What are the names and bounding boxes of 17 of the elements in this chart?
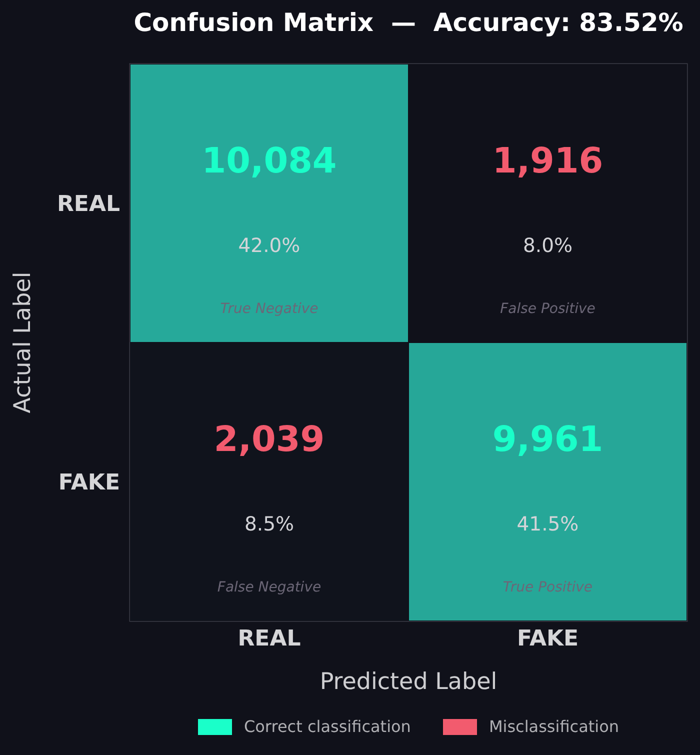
data-label: 1,916 — [492, 141, 604, 182]
annotation: True Negative — [220, 301, 318, 318]
data-label: 9,961 — [492, 420, 604, 460]
annotation: False Negative — [217, 580, 322, 596]
data-label: 10,084 — [202, 141, 337, 182]
y-axis-title: Actual Label — [10, 272, 36, 414]
legend-label: Correct classification — [244, 717, 411, 736]
chart-title: Confusion Matrix — Accuracy: 83.52% — [132, 8, 684, 37]
annotation: 8.0% — [522, 234, 573, 257]
annotation: 41.5% — [516, 512, 579, 536]
data-label: 2,039 — [214, 420, 325, 460]
annotation: 8.5% — [244, 512, 294, 536]
x-axis-title: Predicted Label — [320, 669, 498, 695]
annotation: True Positive — [502, 580, 593, 596]
legend-label: Misclassification — [488, 717, 620, 736]
annotation: 42.0% — [238, 234, 300, 257]
annotation: False Positive — [500, 301, 596, 318]
